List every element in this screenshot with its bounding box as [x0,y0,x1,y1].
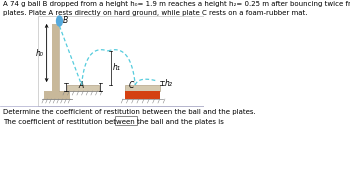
Text: plates. Plate A rests directly on hard ground, while plate C rests on a foam-rub: plates. Plate A rests directly on hard g… [3,10,307,16]
FancyBboxPatch shape [44,91,70,99]
Text: C: C [128,81,134,90]
Text: .: . [138,118,140,124]
Text: h₂: h₂ [164,78,172,88]
Circle shape [57,16,62,26]
FancyBboxPatch shape [38,16,210,106]
Text: The coefficient of restitution between the ball and the plates is: The coefficient of restitution between t… [3,119,224,125]
Text: Determine the coefficient of restitution between the ball and the plates.: Determine the coefficient of restitution… [3,109,256,115]
Text: A: A [79,81,84,90]
Text: h₁: h₁ [113,64,121,73]
Text: A 74 g ball B dropped from a height h₀= 1.9 m reaches a height h₂= 0.25 m after : A 74 g ball B dropped from a height h₀= … [3,1,350,7]
FancyBboxPatch shape [115,116,137,125]
Text: B: B [63,16,68,25]
FancyBboxPatch shape [125,91,160,99]
FancyBboxPatch shape [67,85,99,91]
FancyBboxPatch shape [52,24,60,91]
Text: h₀: h₀ [36,49,44,57]
FancyBboxPatch shape [125,85,160,91]
